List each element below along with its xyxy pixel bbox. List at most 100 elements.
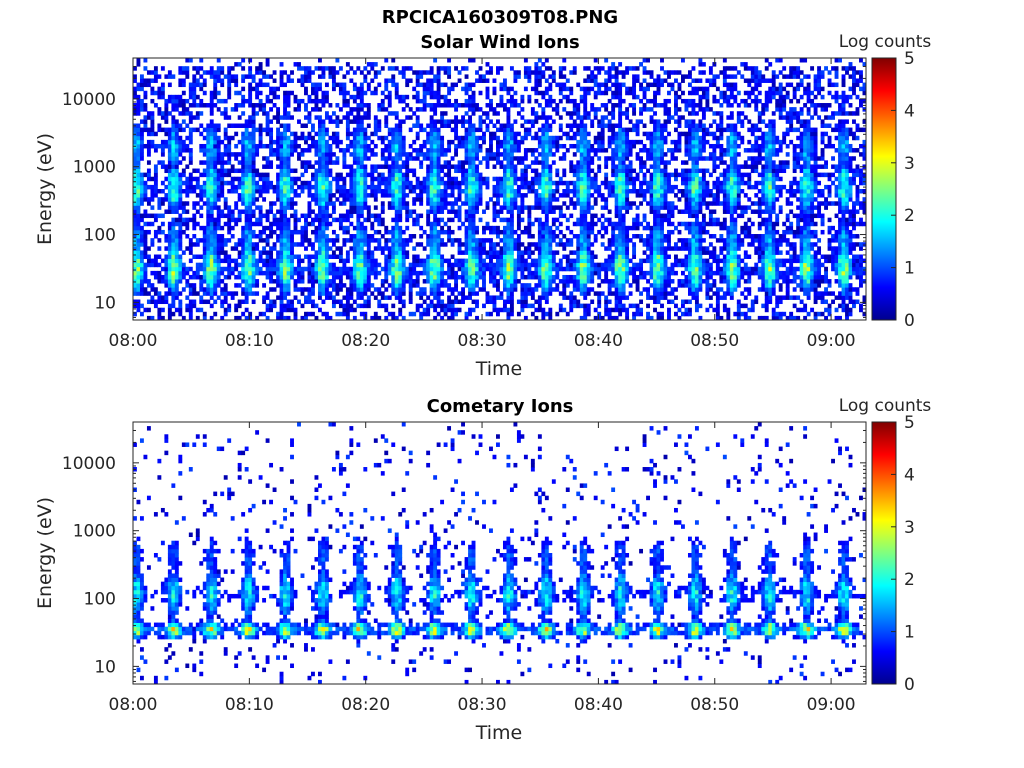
heatmap-cell bbox=[146, 299, 151, 305]
heatmap-cell bbox=[506, 139, 511, 145]
heatmap-cell bbox=[513, 197, 518, 202]
heatmap-cell bbox=[206, 299, 211, 305]
heatmap-cell bbox=[185, 58, 190, 63]
heatmap-cell bbox=[314, 143, 319, 149]
heatmap-cell bbox=[464, 90, 469, 96]
heatmap-cell bbox=[136, 279, 141, 284]
heatmap-cell bbox=[349, 111, 354, 116]
heatmap-cell bbox=[265, 160, 270, 165]
heatmap-cell bbox=[576, 238, 581, 243]
heatmap-cell bbox=[223, 143, 228, 149]
heatmap-cell bbox=[426, 70, 431, 75]
heatmap-cell bbox=[318, 250, 322, 255]
heatmap-cell bbox=[359, 197, 364, 202]
heatmap-cell bbox=[380, 193, 385, 198]
heatmap-cell bbox=[429, 234, 434, 239]
heatmap-cell bbox=[541, 221, 546, 227]
heatmap-cell bbox=[335, 135, 340, 141]
heatmap-cell bbox=[321, 262, 326, 268]
heatmap-cell bbox=[443, 258, 448, 264]
heatmap-cell bbox=[506, 209, 511, 214]
heatmap-cell bbox=[440, 242, 445, 247]
heatmap-cell bbox=[293, 193, 298, 198]
heatmap-cell bbox=[255, 111, 260, 116]
heatmap-cell bbox=[164, 274, 169, 280]
solar-wind-y-label: Energy (eV) bbox=[34, 133, 56, 245]
heatmap-cell bbox=[314, 176, 319, 182]
heatmap-cell bbox=[160, 66, 165, 71]
heatmap-cell bbox=[551, 217, 556, 223]
heatmap-cell bbox=[248, 74, 253, 79]
heatmap-cell bbox=[133, 90, 137, 96]
heatmap-cell bbox=[286, 307, 291, 313]
heatmap-cell bbox=[352, 266, 357, 272]
heatmap-cell bbox=[171, 135, 176, 141]
heatmap-cell bbox=[447, 86, 452, 92]
heatmap-cell bbox=[461, 139, 465, 145]
heatmap-cell bbox=[513, 283, 518, 288]
heatmap-cell bbox=[363, 303, 368, 309]
heatmap-cell bbox=[562, 107, 567, 112]
heatmap-cell bbox=[384, 58, 389, 63]
heatmap-cell bbox=[373, 205, 378, 210]
heatmap-cell bbox=[475, 205, 479, 210]
heatmap-cell bbox=[143, 103, 148, 108]
heatmap-cell bbox=[283, 111, 287, 116]
heatmap-cell bbox=[454, 119, 459, 124]
heatmap-cell bbox=[506, 115, 511, 120]
heatmap-cell bbox=[195, 184, 200, 190]
heatmap-cell bbox=[255, 234, 260, 239]
heatmap-cell bbox=[349, 119, 354, 124]
heatmap-cell bbox=[468, 287, 472, 292]
heatmap-cell bbox=[342, 197, 347, 202]
heatmap-cell bbox=[352, 205, 357, 210]
heatmap-cell bbox=[324, 152, 329, 157]
heatmap-cell bbox=[230, 246, 235, 251]
heatmap-cell bbox=[311, 254, 315, 259]
heatmap-cell bbox=[534, 180, 539, 186]
heatmap-cell bbox=[311, 123, 315, 128]
heatmap-cell bbox=[454, 299, 459, 305]
heatmap-cell bbox=[509, 303, 514, 309]
heatmap-cell bbox=[537, 225, 542, 231]
heatmap-cell bbox=[468, 143, 472, 149]
heatmap-cell bbox=[321, 148, 326, 153]
heatmap-cell bbox=[276, 119, 280, 124]
heatmap-cell bbox=[475, 172, 479, 178]
heatmap-cell bbox=[433, 189, 438, 194]
heatmap-cell bbox=[209, 283, 214, 288]
heatmap-cell bbox=[565, 189, 570, 194]
heatmap-cell bbox=[300, 148, 305, 153]
heatmap-cell bbox=[429, 291, 434, 296]
heatmap-cell bbox=[349, 143, 354, 149]
heatmap-cell bbox=[356, 274, 361, 280]
heatmap-cell bbox=[471, 143, 476, 149]
heatmap-cell bbox=[345, 303, 350, 309]
heatmap-cell bbox=[181, 168, 186, 174]
heatmap-cell bbox=[363, 176, 368, 182]
heatmap-cell bbox=[265, 234, 270, 239]
heatmap-cell bbox=[321, 229, 326, 235]
heatmap-cell bbox=[251, 148, 256, 153]
heatmap-cell bbox=[558, 303, 563, 309]
solar-wind-x-label: Time bbox=[475, 358, 523, 380]
heatmap-cell bbox=[415, 258, 420, 264]
heatmap-cell bbox=[534, 176, 539, 182]
heatmap-cell bbox=[527, 283, 532, 288]
heatmap-cell bbox=[314, 213, 319, 219]
heatmap-cell bbox=[328, 291, 333, 296]
heatmap-cell bbox=[227, 152, 232, 157]
heatmap-cell bbox=[167, 94, 172, 100]
heatmap-cell bbox=[290, 197, 294, 202]
heatmap-cell bbox=[345, 172, 350, 178]
heatmap-cell bbox=[391, 139, 396, 145]
heatmap-cell bbox=[359, 98, 364, 104]
heatmap-cell bbox=[565, 123, 570, 128]
heatmap-cell bbox=[530, 221, 535, 227]
heatmap-cell bbox=[440, 238, 445, 243]
heatmap-cell bbox=[279, 74, 284, 79]
heatmap-cell bbox=[443, 229, 448, 235]
heatmap-cell bbox=[223, 111, 228, 116]
heatmap-cell bbox=[450, 242, 455, 247]
heatmap-cell bbox=[394, 221, 399, 227]
